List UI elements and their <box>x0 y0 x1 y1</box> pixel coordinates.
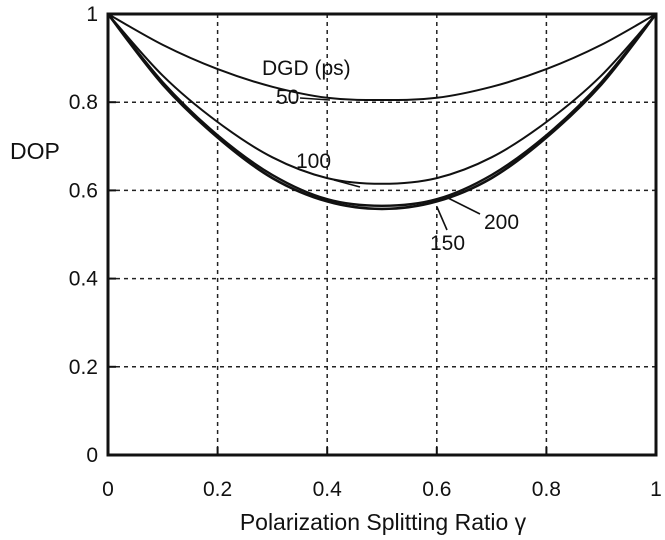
series-leader-150 <box>436 206 448 231</box>
series-label-150: 150 <box>430 232 465 255</box>
x-tick-label: 1 <box>650 478 662 501</box>
series-label-50: 50 <box>276 86 299 109</box>
series-line-100 <box>107 13 657 185</box>
y-tick-label: 1 <box>86 3 98 26</box>
series-line-50 <box>107 13 657 101</box>
x-tick-label: 0.8 <box>532 478 561 501</box>
legend-title: DGD (ps) <box>262 57 351 80</box>
y-tick-labels: 0 0.2 0.4 0.6 0.8 1 <box>69 3 99 467</box>
axis-ticks <box>107 13 657 456</box>
x-tick-label: 0 <box>102 478 114 501</box>
series-line-200 <box>106 13 658 211</box>
grid-lines <box>108 14 656 455</box>
x-tick-label: 0.2 <box>203 478 232 501</box>
y-axis-label: DOP <box>10 138 60 164</box>
series-labels: 50 100 150 200 <box>276 86 519 255</box>
x-tick-label: 0.6 <box>422 478 451 501</box>
plot-frame <box>106 12 658 457</box>
series-leader-50 <box>299 97 331 101</box>
x-axis-label: Polarization Splitting Ratio γ <box>240 509 527 535</box>
series-line-150 <box>107 13 657 208</box>
y-tick-label: 0.6 <box>69 179 98 202</box>
series-leader-100 <box>333 179 361 188</box>
y-tick-label: 0.8 <box>69 91 98 114</box>
y-tick-label: 0.2 <box>69 356 98 379</box>
x-tick-label: 0.4 <box>313 478 343 501</box>
y-tick-label: 0.4 <box>69 268 99 291</box>
series-leader-200 <box>447 197 481 215</box>
series-curves <box>106 13 658 211</box>
x-tick-labels: 0 0.2 0.4 0.6 0.8 1 <box>102 478 662 501</box>
series-label-100: 100 <box>296 150 331 173</box>
series-label-200: 200 <box>484 211 519 234</box>
y-tick-label: 0 <box>86 444 98 467</box>
